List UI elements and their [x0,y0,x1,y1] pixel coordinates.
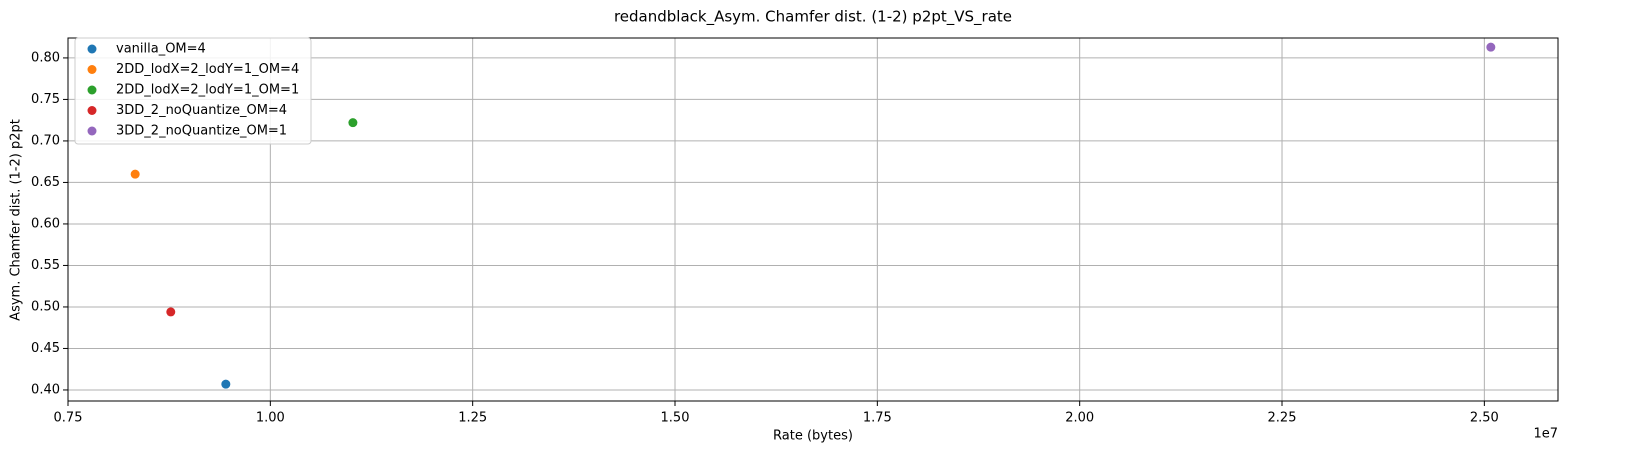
legend-label: 2DD_lodX=2_lodY=1_OM=4 [116,62,299,77]
legend-marker [87,65,97,74]
x-tick-label: 1.25 [458,411,487,426]
point [221,379,231,389]
y-tick-label: 0.70 [31,133,60,148]
y-tick-label: 0.45 [31,341,60,356]
x-tick-label: 2.25 [1268,411,1297,426]
point [348,118,358,128]
legend-marker [87,85,97,95]
y-tick-label: 0.50 [31,299,60,314]
x-tick-label: 2.00 [1065,411,1094,426]
plot-frame [67,37,1559,402]
y-tick-label: 0.40 [31,382,60,397]
x-axis-label: Rate (bytes) [773,429,853,444]
y-tick-label: 0.75 [31,92,60,107]
legend-marker [87,106,97,115]
x-tick-label: 2.50 [1470,411,1499,426]
legend-marker [87,44,97,54]
x-tick-label: 1.75 [863,411,892,426]
y-tick-label: 0.65 [31,175,60,190]
y-tick-label: 0.55 [31,258,60,273]
x-tick-label: 0.75 [54,411,83,426]
y-tick-label: 0.80 [31,50,60,65]
y-axis-label: Asym. Chamfer dist. (1-2) p2pt [9,119,24,321]
y-tick-label: 0.60 [31,216,60,231]
legend-box [74,37,312,145]
legend-label: 3DD_2_noQuantize_OM=4 [116,103,287,118]
point [166,307,176,317]
chart-title: redandblack_Asym. Chamfer dist. (1-2) p2… [614,8,1012,27]
legend-label: 3DD_2_noQuantize_OM=1 [116,124,287,139]
legend-label: 2DD_lodX=2_lodY=1_OM=1 [116,83,299,98]
point [1486,42,1496,52]
point [130,169,140,179]
legend-label: vanilla_OM=4 [116,42,206,57]
legend-marker [87,126,97,136]
x-tick-label: 1.50 [661,411,690,426]
x-tick-label: 1.00 [256,411,285,426]
x-offset-label: 1e7 [1533,427,1558,442]
